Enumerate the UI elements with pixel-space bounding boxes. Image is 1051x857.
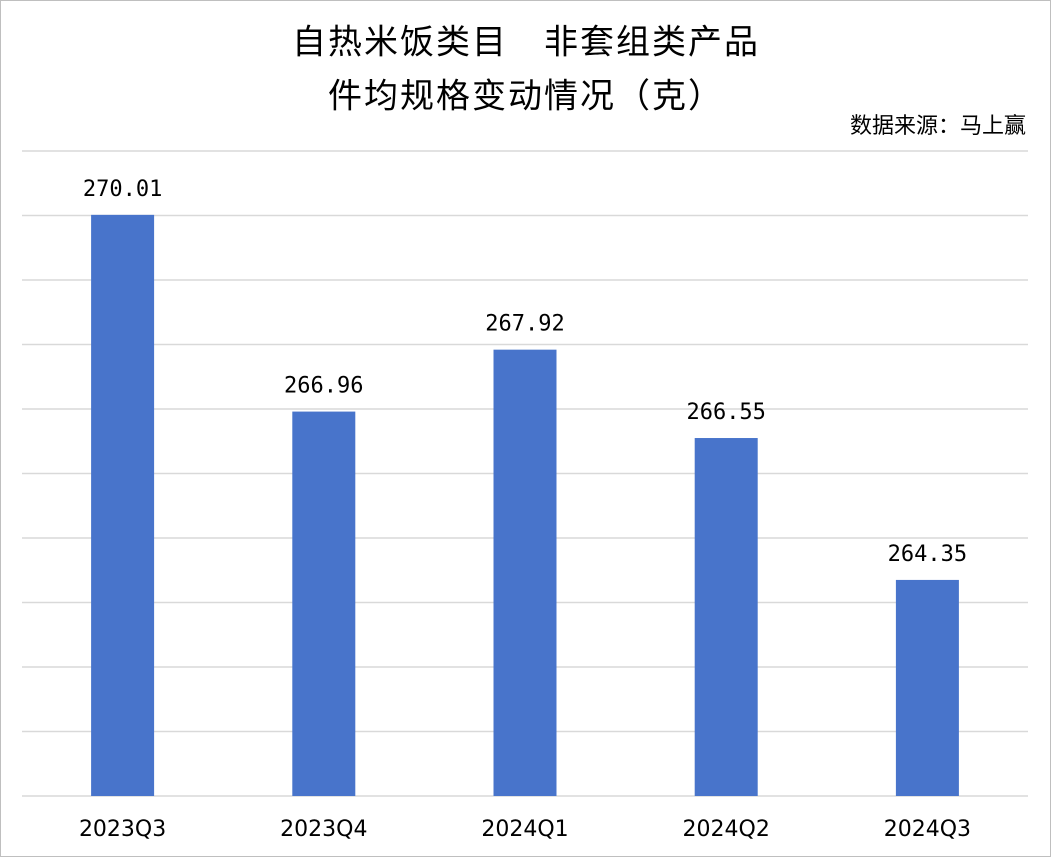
x-tick-label: 2023Q4 [280, 817, 367, 842]
bar [694, 438, 758, 796]
x-tick-label: 2024Q1 [481, 817, 568, 842]
value-label: 266.55 [686, 400, 765, 425]
x-tick-label: 2024Q2 [683, 817, 770, 842]
value-label: 270.01 [83, 177, 162, 202]
chart-title: 自热米饭类目 非套组类产品 [292, 23, 760, 63]
bar [292, 411, 356, 796]
bar [91, 214, 155, 797]
bar [493, 349, 557, 796]
value-label: 267.92 [485, 312, 564, 337]
value-label: 264.35 [888, 542, 967, 567]
chart-title: 件均规格变动情况（克） [328, 77, 724, 117]
x-tick-label: 2024Q3 [884, 817, 971, 842]
value-label: 266.96 [284, 374, 363, 399]
bar [895, 579, 959, 796]
x-tick-label: 2023Q3 [79, 817, 166, 842]
source-note: 数据来源：马上赢 [850, 114, 1026, 139]
